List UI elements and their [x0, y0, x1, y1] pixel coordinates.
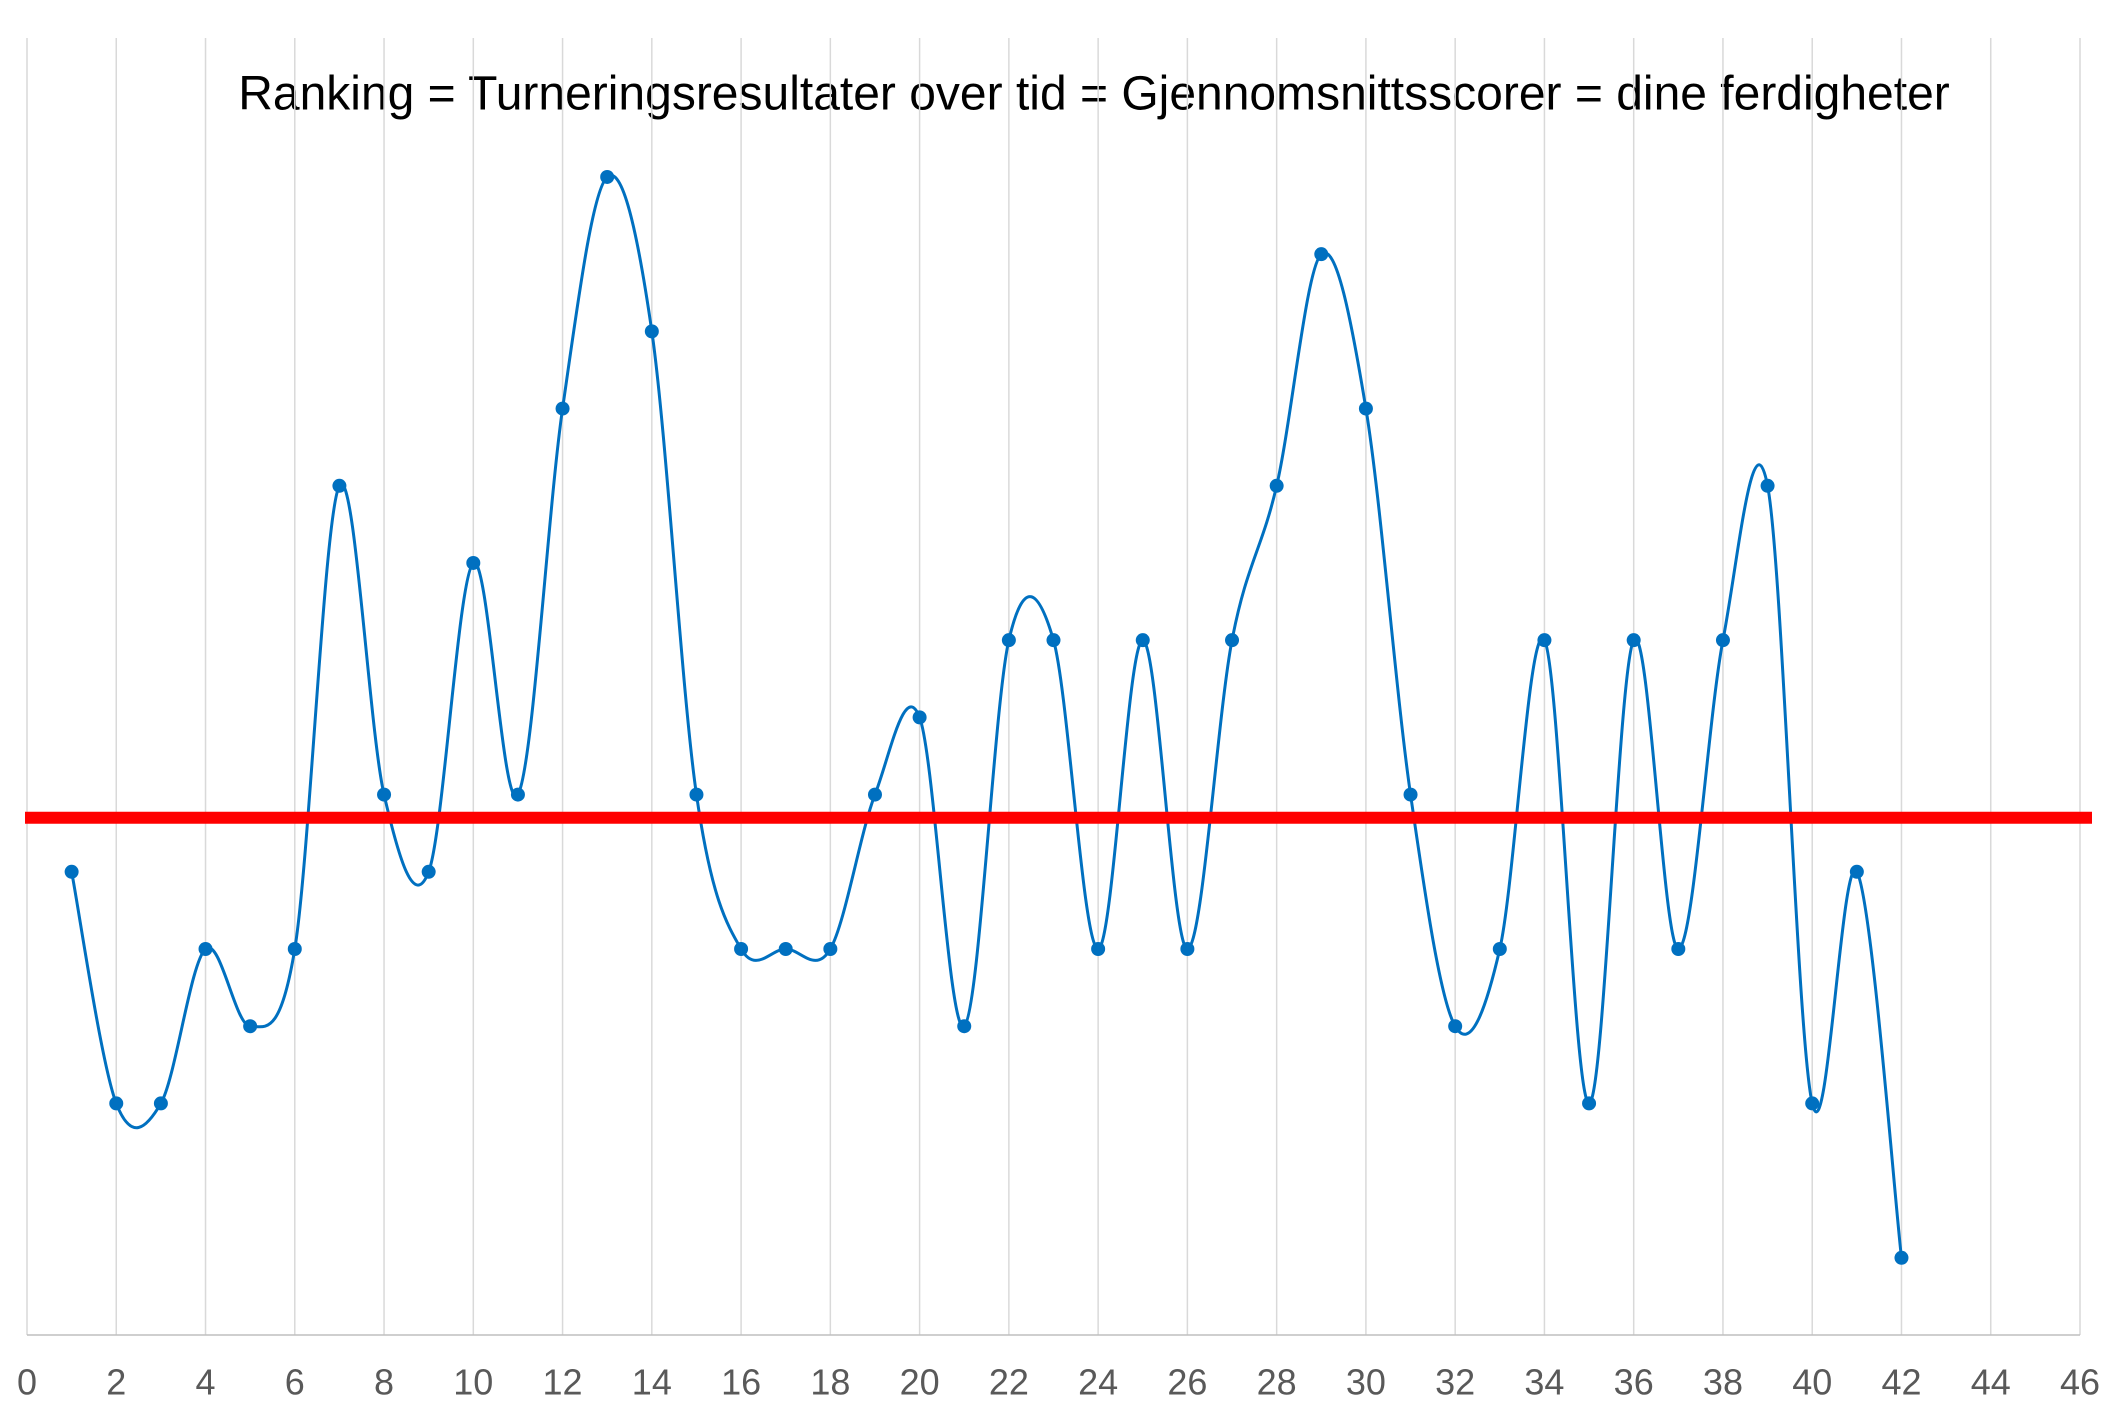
data-point — [1582, 1096, 1597, 1111]
data-point — [867, 787, 882, 802]
data-point — [1626, 633, 1641, 648]
data-point — [555, 401, 570, 416]
data-point — [377, 787, 392, 802]
data-point — [198, 941, 213, 956]
data-point — [466, 555, 481, 570]
x-tick-label: 20 — [900, 1362, 940, 1403]
data-point — [689, 787, 704, 802]
data-point — [153, 1096, 168, 1111]
x-tick-label: 32 — [1435, 1362, 1475, 1403]
x-tick-label: 22 — [989, 1362, 1029, 1403]
data-point — [600, 169, 615, 184]
x-tick-label: 36 — [1614, 1362, 1654, 1403]
data-line — [70, 173, 1903, 1258]
data-point — [1358, 401, 1373, 416]
data-point — [1760, 478, 1775, 493]
x-tick-label: 14 — [632, 1362, 672, 1403]
data-point — [1135, 633, 1150, 648]
x-tick-label: 16 — [721, 1362, 761, 1403]
data-point — [1537, 633, 1552, 648]
data-point — [1403, 787, 1418, 802]
data-point — [912, 710, 927, 725]
data-point — [243, 1019, 258, 1034]
data-point — [1492, 941, 1507, 956]
data-point — [1448, 1019, 1463, 1034]
x-tick-label: 42 — [1881, 1362, 1921, 1403]
x-tick-label: 10 — [453, 1362, 493, 1403]
x-tick-label: 26 — [1167, 1362, 1207, 1403]
data-point — [823, 941, 838, 956]
data-point — [1046, 633, 1061, 648]
data-point — [778, 941, 793, 956]
x-tick-label: 0 — [17, 1362, 37, 1403]
data-point — [1805, 1096, 1820, 1111]
data-point — [957, 1019, 972, 1034]
x-tick-label: 46 — [2060, 1362, 2100, 1403]
data-point — [109, 1096, 124, 1111]
x-tick-label: 28 — [1257, 1362, 1297, 1403]
data-point — [332, 478, 347, 493]
data-point — [1180, 941, 1195, 956]
x-tick-label: 12 — [543, 1362, 583, 1403]
data-point — [1849, 864, 1864, 879]
data-point — [64, 864, 79, 879]
x-tick-label: 6 — [285, 1362, 305, 1403]
x-tick-label: 4 — [196, 1362, 216, 1403]
data-point — [1001, 633, 1016, 648]
data-point — [734, 941, 749, 956]
data-point — [510, 787, 525, 802]
data-point — [1894, 1250, 1909, 1265]
x-tick-label: 18 — [810, 1362, 850, 1403]
data-point — [1225, 633, 1240, 648]
x-tick-label: 40 — [1792, 1362, 1832, 1403]
data-point — [1269, 478, 1284, 493]
data-point — [287, 941, 302, 956]
x-tick-label: 2 — [106, 1362, 126, 1403]
data-point — [1715, 633, 1730, 648]
x-tick-label: 38 — [1703, 1362, 1743, 1403]
x-tick-label: 30 — [1346, 1362, 1386, 1403]
data-point — [1671, 941, 1686, 956]
x-tick-label: 8 — [374, 1362, 394, 1403]
data-point — [1091, 941, 1106, 956]
x-tick-label: 24 — [1078, 1362, 1118, 1403]
x-tick-label: 34 — [1524, 1362, 1564, 1403]
data-point — [644, 324, 659, 339]
data-point — [1314, 247, 1329, 262]
x-tick-label: 44 — [1971, 1362, 2011, 1403]
chart-title: Ranking = Turneringsresultater over tid … — [238, 68, 1950, 121]
data-point — [421, 864, 436, 879]
